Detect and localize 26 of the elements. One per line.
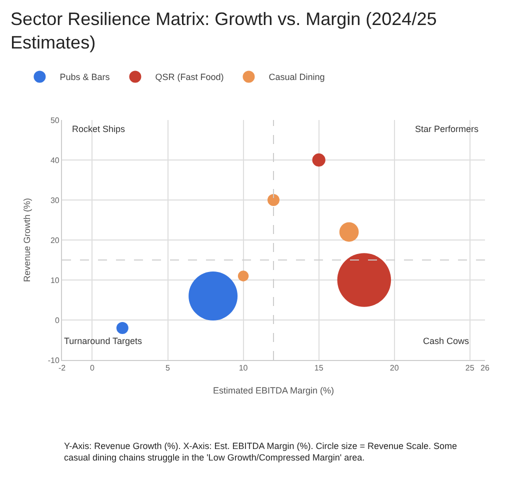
y-tick-label: 40 <box>50 156 60 165</box>
x-tick-label: -2 <box>58 364 66 373</box>
x-tick-label: 10 <box>238 364 248 373</box>
text: Y-Axis: Revenue Growth (%). X-Axis: Est. EBITDA Margin (%). Circle size = Revenue Scale. Some casual dining chains struggle in the 'Low Growth/Compressed Margin' area. <box>64 441 458 463</box>
x-axis-title: Estimated EBITDA Margin (%) <box>212 385 334 396</box>
legend-label: QSR (Fast Food) <box>155 72 224 82</box>
x-tick-label: 20 <box>390 364 400 373</box>
y-axis-title: Revenue Growth (%) <box>22 198 32 282</box>
annotation: Rocket Ships <box>72 124 126 134</box>
chart-title: Sector Resilience Matrix: Growth vs. Margin (2024/25 Estimates) <box>10 9 437 52</box>
annotation: Turnaround Targets <box>64 336 143 346</box>
y-tick-label: 30 <box>50 196 60 205</box>
legend-label: Pubs & Bars <box>60 72 110 82</box>
y-tick-label: 0 <box>54 316 60 325</box>
x-tick-label: 25 <box>465 364 475 373</box>
y-tick-label: 10 <box>50 276 60 285</box>
legend-label: Casual Dining <box>268 72 325 82</box>
y-tick-label: 20 <box>50 236 60 245</box>
x-tick-label: 0 <box>90 364 95 373</box>
y-tick-label: 50 <box>50 116 60 125</box>
x-tick-label: 5 <box>166 364 171 373</box>
x-tick-label: 15 <box>314 364 324 373</box>
x-tick-label: 26 <box>480 364 490 373</box>
annotation: Star Performers <box>415 124 480 134</box>
annotation: Cash Cows <box>423 336 470 346</box>
y-tick-label: -10 <box>48 356 60 365</box>
